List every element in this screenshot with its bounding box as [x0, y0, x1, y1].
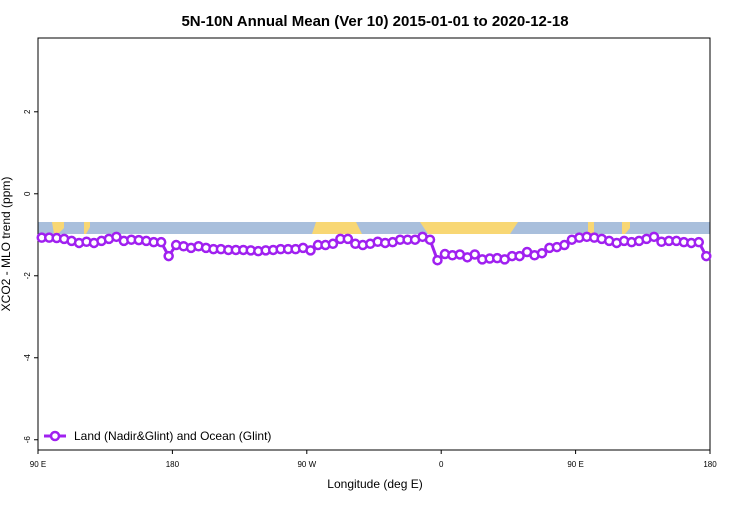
point: [111, 231, 122, 243]
x-tick-label: 90 E: [567, 460, 583, 469]
x-axis-label: Longitude (deg E): [327, 477, 422, 491]
x-tick-label: 180: [703, 460, 717, 469]
point: [469, 249, 481, 260]
plot-frame: [37, 37, 711, 451]
point: [701, 250, 712, 262]
point: [432, 254, 443, 266]
x-tick-label: 0: [439, 460, 444, 469]
x-tick-label: 90 E: [30, 460, 46, 469]
y-tick-label: 2: [23, 109, 32, 114]
ocean-band: [38, 222, 710, 234]
y-axis-label: XCO2 - MLO trend (ppm): [0, 177, 13, 312]
y-tick-label: -2: [23, 272, 32, 280]
legend-marker: [49, 430, 61, 442]
y-tick-label: -6: [23, 436, 32, 444]
point: [305, 245, 316, 256]
point: [327, 238, 339, 250]
legend-label: Land (Nadir&Glint) and Ocean (Glint): [74, 429, 271, 443]
x-tick-label: 90 W: [297, 460, 316, 469]
chart-title: 5N-10N Annual Mean (Ver 10) 2015-01-01 t…: [181, 13, 568, 30]
point: [424, 234, 436, 245]
point: [163, 250, 174, 262]
x-tick-label: 180: [166, 460, 180, 469]
point: [693, 236, 705, 248]
map-strip: [38, 222, 710, 234]
y-tick-label: 0: [23, 191, 32, 196]
point: [514, 250, 525, 262]
point: [342, 233, 354, 245]
point: [648, 231, 660, 243]
land-patches: [52, 222, 630, 234]
point: [559, 239, 570, 251]
point: [536, 247, 548, 259]
y-tick-label: -4: [23, 354, 32, 362]
point: [155, 236, 167, 248]
